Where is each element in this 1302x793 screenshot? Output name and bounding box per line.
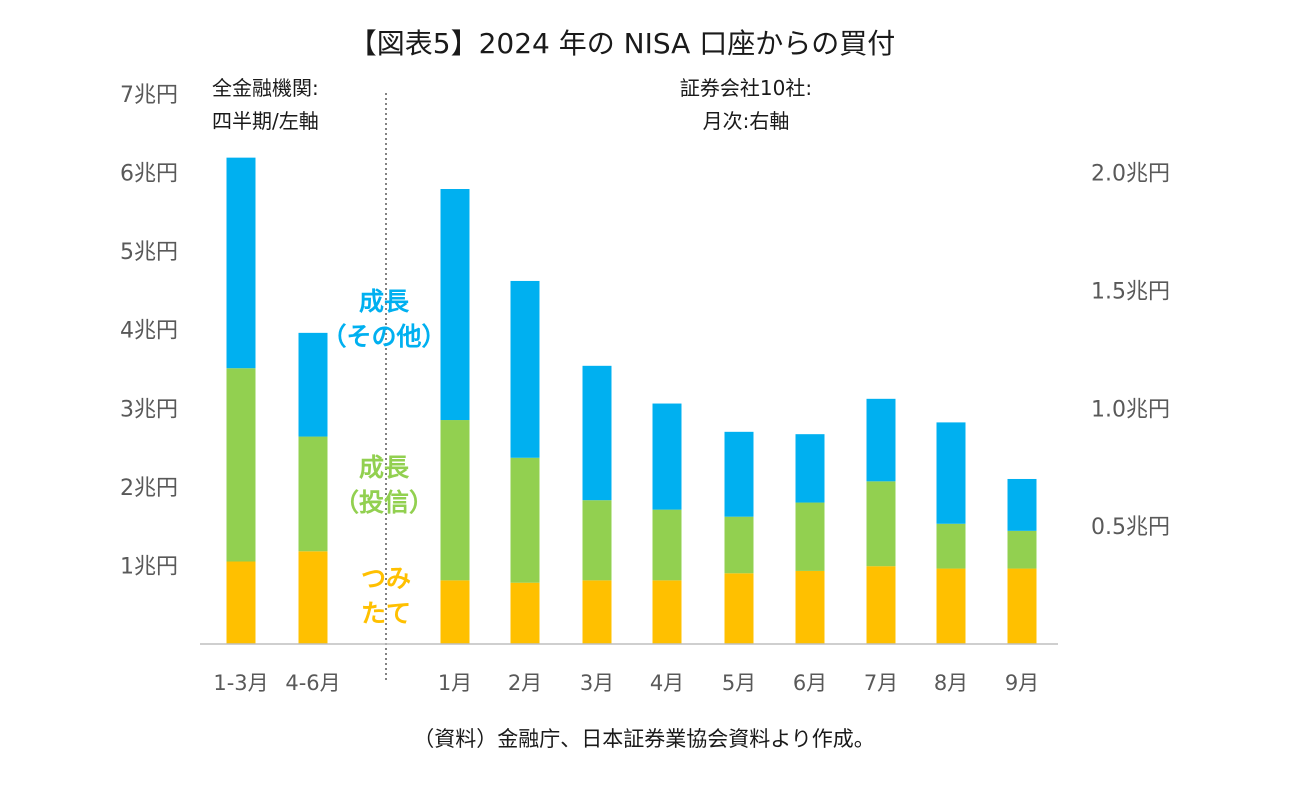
bars xyxy=(226,157,1037,644)
bar-segment-growth-other xyxy=(298,332,328,437)
x-tick-label: 8月 xyxy=(934,671,968,695)
left-axis: 1兆円 2兆円 3兆円 4兆円 5兆円 6兆円 7兆円 xyxy=(120,83,178,579)
series-label-tsumitate: つみ xyxy=(361,564,411,593)
bar-segment-tsumitate xyxy=(440,580,470,644)
left-tick-label: 1兆円 xyxy=(120,554,178,579)
bar-segment-tsumitate xyxy=(582,580,612,644)
bar-segment-tsumitate xyxy=(652,580,682,644)
x-tick-label: 4-6月 xyxy=(285,671,340,695)
left-tick-label: 2兆円 xyxy=(120,476,178,501)
series-label-growth-other: 成長 xyxy=(359,287,410,316)
note-monthly-line2: 月次:右軸 xyxy=(703,109,790,133)
series-label-growth-fund: （投信） xyxy=(334,488,434,517)
x-tick-label: 3月 xyxy=(580,671,614,695)
note-quarterly-line2: 四半期/左軸 xyxy=(212,109,319,133)
right-tick-label: 0.5兆円 xyxy=(1091,515,1170,540)
bar-segment-growth-other xyxy=(866,398,896,482)
right-tick-label: 2.0兆円 xyxy=(1091,162,1170,187)
x-tick-label: 5月 xyxy=(722,671,756,695)
x-tick-label: 9月 xyxy=(1005,671,1039,695)
bar-segment-growth-fund xyxy=(724,516,754,574)
left-tick-label: 3兆円 xyxy=(120,397,178,422)
bar-segment-growth-fund xyxy=(582,500,612,581)
left-tick-label: 7兆円 xyxy=(120,83,178,108)
right-tick-label: 1.0兆円 xyxy=(1091,397,1170,422)
left-tick-label: 5兆円 xyxy=(120,240,178,265)
bar-segment-growth-other xyxy=(936,422,966,524)
bar-segment-growth-other xyxy=(510,280,540,458)
series-label-growth-other: （その他） xyxy=(321,322,446,351)
bar-segment-tsumitate xyxy=(510,582,540,644)
bar-segment-growth-other xyxy=(1007,478,1037,531)
source-note: （資料）金融庁、日本証券業協会資料より作成。 xyxy=(413,727,875,751)
bar-segment-growth-fund xyxy=(936,523,966,569)
right-axis: 0.5兆円 1.0兆円 1.5兆円 2.0兆円 xyxy=(1091,162,1170,541)
bar-segment-growth-fund xyxy=(298,436,328,552)
x-axis: 1-3月 4-6月 1月 2月 3月 4月 5月 6月 7月 8月 9月 xyxy=(213,671,1039,695)
bar-segment-tsumitate xyxy=(936,568,966,644)
bar-segment-growth-fund xyxy=(866,481,896,567)
series-label-growth-fund: 成長 xyxy=(359,453,410,482)
x-tick-label: 2月 xyxy=(508,671,542,695)
left-tick-label: 6兆円 xyxy=(120,162,178,187)
bar-segment-tsumitate xyxy=(1007,568,1037,644)
left-tick-label: 4兆円 xyxy=(120,319,178,344)
bar-segment-growth-other xyxy=(652,403,682,510)
bar-segment-tsumitate xyxy=(795,570,825,644)
x-tick-label: 1月 xyxy=(438,671,472,695)
bar-segment-growth-fund xyxy=(440,420,470,581)
bar-segment-growth-other xyxy=(724,431,754,517)
x-tick-label: 4月 xyxy=(650,671,684,695)
note-quarterly-line1: 全金融機関: xyxy=(212,76,319,100)
bar-segment-tsumitate xyxy=(226,561,256,644)
bar-segment-growth-fund xyxy=(510,457,540,583)
bar-segment-growth-fund xyxy=(652,509,682,581)
bar-segment-growth-fund xyxy=(795,502,825,571)
bar-segment-growth-fund xyxy=(1007,530,1037,569)
bar-segment-growth-fund xyxy=(226,368,256,562)
x-tick-label: 7月 xyxy=(864,671,898,695)
x-tick-label: 1-3月 xyxy=(213,671,268,695)
right-tick-label: 1.5兆円 xyxy=(1091,279,1170,304)
bar-segment-growth-other xyxy=(795,434,825,503)
note-monthly-line1: 証券会社10社: xyxy=(680,76,812,100)
bar-segment-growth-other xyxy=(440,189,470,421)
bar-segment-growth-other xyxy=(582,365,612,501)
chart-title: 【図表5】2024 年の NISA 口座からの買付 xyxy=(349,27,895,60)
bar-segment-growth-other xyxy=(226,157,256,369)
x-tick-label: 6月 xyxy=(793,671,827,695)
bar-segment-tsumitate xyxy=(298,551,328,644)
bar-segment-tsumitate xyxy=(866,566,896,644)
bar-segment-tsumitate xyxy=(724,573,754,644)
series-label-tsumitate: たて xyxy=(361,599,411,628)
